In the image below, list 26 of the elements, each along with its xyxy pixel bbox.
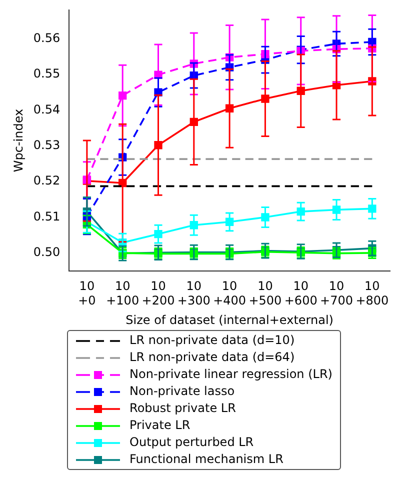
- legend-label: LR non-private data (d=64): [130, 349, 295, 366]
- x-tick-label: 10 +100: [106, 279, 140, 308]
- x-axis-title: Size of dataset (internal+external): [126, 312, 334, 327]
- x-tick-label: 10 +500: [248, 279, 282, 308]
- legend-label: Output perturbed LR: [130, 434, 254, 451]
- x-tick-label: 10 +400: [213, 279, 246, 308]
- y-tick-label: 0.50: [33, 245, 60, 260]
- legend-label: Private LR: [130, 417, 190, 434]
- y-axis-title: Wpc-index: [11, 108, 26, 172]
- legend-label: LR non-private data (d=10): [130, 332, 295, 349]
- legend-label: Non-private linear regression (LR): [130, 366, 332, 383]
- legend-label: Robust private LR: [130, 400, 236, 417]
- x-tick-label: 10 +600: [284, 279, 318, 308]
- legend-label: Non-private lasso: [130, 383, 235, 400]
- x-tick-label: 10 +300: [177, 279, 210, 308]
- y-tick-label: 0.51: [33, 209, 60, 224]
- y-tick-label: 0.55: [33, 66, 60, 81]
- y-tick-label: 0.56: [33, 30, 60, 45]
- x-tick-label: 10 +200: [142, 279, 175, 308]
- legend-label: Functional mechanism LR: [130, 451, 284, 468]
- y-tick-label: 0.53: [33, 138, 60, 152]
- y-tick-label: 0.52: [33, 174, 60, 188]
- x-tick-label: 10 +700: [320, 279, 354, 308]
- y-tick-label: 0.54: [33, 102, 60, 116]
- x-tick-label: 10 +0: [78, 279, 96, 308]
- x-tick-label: 10 +800: [356, 279, 389, 308]
